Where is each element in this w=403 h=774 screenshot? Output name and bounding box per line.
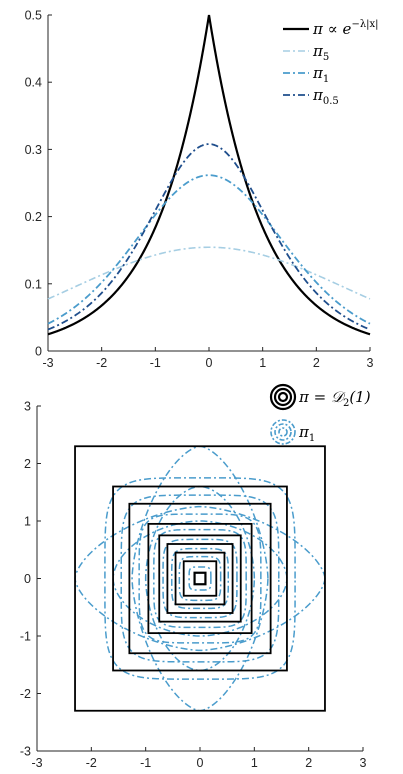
bottom-legend-swatch-1-0 <box>270 419 296 445</box>
bottom-legend-label-1: π1 <box>298 423 315 444</box>
top-x-tick-label: 1 <box>259 356 266 370</box>
bottom-legend-swatch-0-2 <box>277 391 289 403</box>
top-legend-label-3: π0.5 <box>312 86 339 107</box>
bottom-y-tick-label: 0 <box>24 572 31 586</box>
bottom-blue-contour-10 <box>178 555 222 602</box>
bottom-black-square-1 <box>182 560 218 597</box>
bottom-black-square-7 <box>112 485 288 672</box>
bottom-chart-contours: -3 -2 -1 0 1 2 3 -3 -2 -1 0 1 2 3 π = 𝒟2(1) π1 <box>20 383 371 770</box>
top-y-tick-label: 0.4 <box>25 76 42 90</box>
top-y-tick-label: 0.1 <box>25 277 42 291</box>
bottom-x-tick-label: -3 <box>31 756 42 770</box>
bottom-blue-contour-1 <box>131 445 269 712</box>
bottom-x-tick-label: 2 <box>305 756 312 770</box>
bottom-blue-contour-5 <box>120 494 280 663</box>
bottom-black-square-5 <box>147 522 253 635</box>
bottom-legend-label-0: π = 𝒟2(1) <box>298 388 371 409</box>
bottom-x-tick-label: 1 <box>251 756 258 770</box>
top-y-tick-label: 0.2 <box>25 210 42 224</box>
bottom-blue-contour-4 <box>104 477 296 680</box>
bottom-legend-swatch-0-1 <box>273 387 293 407</box>
top-legend-label-1: π5 <box>312 42 329 63</box>
bottom-blue-contour-8 <box>162 538 238 619</box>
top-x-tick-label: -2 <box>96 356 107 370</box>
bottom-y-tick-label: 1 <box>24 515 31 529</box>
bottom-y-tick-label: -1 <box>20 630 31 644</box>
top-series-line-1 <box>47 246 371 300</box>
top-x-tick-label: 2 <box>313 356 320 370</box>
top-series-line-2 <box>47 174 371 325</box>
top-x-tick-label: -3 <box>42 356 53 370</box>
bottom-blue-contour-6 <box>138 513 262 644</box>
bottom-black-square-3 <box>166 543 234 614</box>
top-legend-label-2: π1 <box>312 64 329 85</box>
bottom-black-square-2 <box>174 551 226 606</box>
bottom-legend-swatch-0-0 <box>269 383 297 411</box>
bottom-blue-contour-7 <box>153 528 247 629</box>
bottom-x-tick-label: 0 <box>197 756 204 770</box>
top-legend-label-0: π ∝ e−λ|x| <box>312 19 379 38</box>
bottom-x-tick-label: -1 <box>140 756 151 770</box>
bottom-blue-contour-3 <box>144 485 256 672</box>
top-x-tick-label: 3 <box>367 356 374 370</box>
top-chart-laplace-densities: -3 -2 -1 0 1 2 3 0 0.1 0.2 0.3 0.4 0.5 π ∝ e−λ|x| π5π1… <box>25 9 379 371</box>
bottom-black-square-0 <box>193 571 207 586</box>
bottom-black-square-4 <box>158 534 242 623</box>
top-y-tick-label: 0.5 <box>25 9 42 23</box>
bottom-y-tick-label: 2 <box>24 457 31 471</box>
bottom-black-square-6 <box>128 502 272 655</box>
bottom-legend-swatch-1-2 <box>278 427 288 437</box>
bottom-black-square-8 <box>74 445 326 712</box>
bottom-blue-contour-9 <box>171 547 229 610</box>
top-series-line-0 <box>47 14 371 336</box>
top-y-tick-label: 0.3 <box>25 143 42 157</box>
bottom-legend-swatch-1-1 <box>274 423 292 441</box>
bottom-y-tick-label: 3 <box>24 400 31 414</box>
bottom-y-tick-label: -3 <box>20 745 31 759</box>
bottom-x-tick-label: -2 <box>86 756 97 770</box>
top-series-line-3 <box>47 143 371 331</box>
bottom-blue-contour-2 <box>112 520 288 637</box>
bottom-y-tick-label: -2 <box>20 687 31 701</box>
top-x-tick-label: -1 <box>150 356 161 370</box>
bottom-x-tick-label: 3 <box>360 756 367 770</box>
top-x-tick-label: 0 <box>206 356 213 370</box>
top-y-tick-label: 0 <box>35 345 42 359</box>
bottom-blue-contour-11 <box>188 566 212 591</box>
